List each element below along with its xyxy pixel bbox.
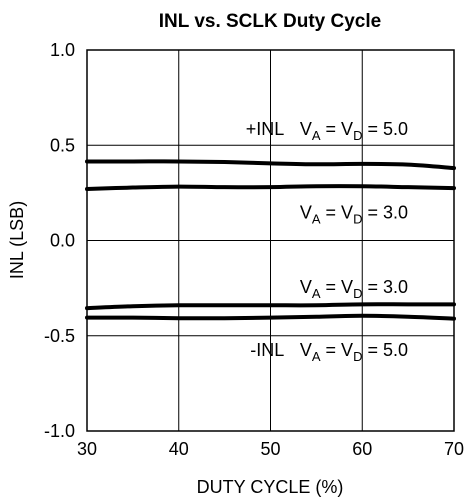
series-line-3 [85,302,456,311]
annotation-text: +INL [246,119,285,139]
annotation-text: = 5.0 [362,119,408,139]
series-line-4 [85,313,456,321]
series-line-1 [85,159,456,171]
grid [86,49,455,432]
annotation-subscript: D [353,128,362,143]
tick-labels: 30 40 50 60 70 1.0 0.5 0.0 -0.5 -1.0 [44,40,464,459]
x-axis-label: DUTY CYCLE (%) [197,477,344,497]
series-layer [85,159,456,321]
x-tick-label: 50 [260,439,280,459]
annotation-text: V [300,119,312,139]
y-tick-label: -1.0 [44,421,75,441]
curve-annotation: VA = VD = 5.0 [300,340,408,364]
y-tick-label: 0.5 [50,135,75,155]
annotation-text: = V [321,277,354,297]
annotation-subscript: D [353,212,362,227]
annotation-text: = V [321,203,354,223]
x-tick-label: 40 [169,439,189,459]
y-tick-label: 1.0 [50,40,75,60]
plot-frame [86,49,455,432]
curve-annotation: VA = VD = 3.0 [300,277,408,301]
annotations: +INL VA = VD = 5.0VA = VD = 3.0VA = VD = … [246,119,408,364]
annotation-text: -INL [250,340,284,360]
annotation-text: V [300,340,312,360]
annotation-text: V [300,277,312,297]
annotation-subscript: A [312,286,321,301]
annotation-subscript: A [312,349,321,364]
curve-annotation: +INL [246,119,285,139]
curve-annotation: VA = VD = 3.0 [300,203,408,227]
annotation-text: = V [321,119,354,139]
annotation-subscript: A [312,212,321,227]
curve-annotation: -INL [250,340,284,360]
chart-title: INL vs. SCLK Duty Cycle [159,11,381,32]
annotation-text: = 5.0 [362,340,408,360]
y-axis-label: INL (LSB) [7,201,27,279]
annotation-text: = 3.0 [362,203,408,223]
annotation-text: = V [321,340,354,360]
series-line-2 [85,184,456,192]
x-tick-label: 60 [352,439,372,459]
y-tick-label: 0.0 [50,231,75,251]
annotation-text: V [300,203,312,223]
annotation-subscript: A [312,128,321,143]
x-tick-label: 70 [444,439,464,459]
annotation-subscript: D [353,349,362,364]
curve-annotation: VA = VD = 5.0 [300,119,408,143]
x-tick-label: 30 [77,439,97,459]
y-tick-label: -0.5 [44,326,75,346]
annotation-text: = 3.0 [362,277,408,297]
annotation-subscript: D [353,286,362,301]
